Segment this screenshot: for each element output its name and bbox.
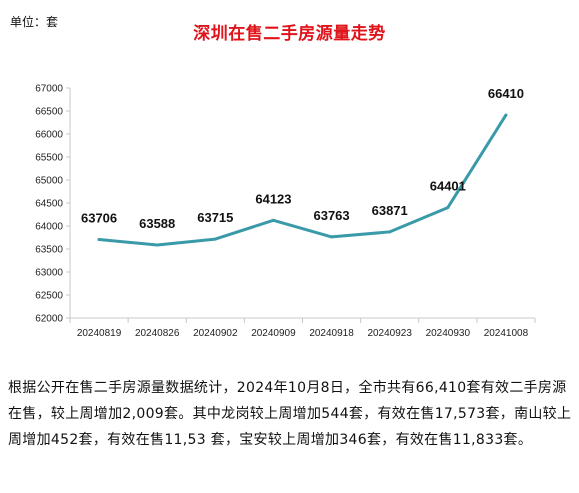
data-point bbox=[155, 243, 159, 247]
x-tick-label: 20240819 bbox=[77, 328, 122, 339]
y-tick-label: 62000 bbox=[35, 314, 63, 325]
y-tick-label: 65000 bbox=[35, 176, 63, 187]
line-chart: 62000 62500 63000 63500 64000 64500 65000 65500… bbox=[35, 84, 536, 339]
x-tick-label: 20240826 bbox=[135, 328, 180, 339]
data-labels: 63706 63588 63715 64123 63763 63871 64401 66410 bbox=[81, 86, 524, 231]
x-tick-label: 20241008 bbox=[484, 328, 529, 339]
x-tick-label: 20240923 bbox=[367, 328, 412, 339]
data-label: 64401 bbox=[430, 179, 466, 194]
data-label: 64123 bbox=[255, 191, 291, 206]
chart-axes bbox=[69, 88, 535, 319]
x-tick-label: 20240918 bbox=[309, 328, 354, 339]
y-tick-label: 63000 bbox=[35, 268, 63, 279]
article-paragraph: 根据公开在售二手房源量数据统计，2024年10月8日，全市共有66,410套有效… bbox=[8, 380, 572, 448]
y-tick-label: 66500 bbox=[35, 107, 63, 118]
data-label: 63706 bbox=[81, 211, 117, 226]
series-line-group bbox=[97, 113, 508, 247]
data-point bbox=[97, 238, 101, 242]
y-axis-ticks: 62000 62500 63000 63500 64000 64500 65000 65500… bbox=[35, 84, 70, 325]
x-tick-label: 20240909 bbox=[251, 328, 296, 339]
data-point bbox=[330, 235, 334, 239]
y-tick-label: 64000 bbox=[35, 222, 63, 233]
y-tick-label: 62500 bbox=[35, 291, 63, 302]
data-point bbox=[388, 230, 392, 234]
y-tick-label: 64500 bbox=[35, 199, 63, 210]
x-tick-label: 20240930 bbox=[426, 328, 471, 339]
data-point bbox=[271, 218, 275, 222]
data-label: 63715 bbox=[197, 210, 233, 225]
series-line bbox=[97, 113, 508, 247]
data-label: 63763 bbox=[313, 208, 349, 223]
data-label: 63871 bbox=[372, 203, 408, 218]
unit-label: 单位：套 bbox=[10, 15, 59, 29]
y-tick-label: 63500 bbox=[35, 245, 63, 256]
data-point bbox=[213, 237, 217, 241]
y-tick-label: 66000 bbox=[35, 130, 63, 141]
data-point bbox=[446, 206, 450, 210]
x-axis-ticks: 20240819 20240826 20240902 20240909 20240918… bbox=[69, 318, 536, 339]
y-tick-label: 65500 bbox=[35, 153, 63, 164]
chart-card: 单位：套 深圳在售二手房源量走势 62000 62500 63000 63500 640… bbox=[10, 15, 536, 339]
data-label: 63588 bbox=[139, 216, 175, 231]
x-tick-label: 20240902 bbox=[193, 328, 238, 339]
chart-title: 深圳在售二手房源量走势 bbox=[193, 24, 386, 44]
data-point bbox=[504, 113, 508, 117]
data-label: 66410 bbox=[488, 86, 524, 101]
y-tick-label: 67000 bbox=[35, 84, 63, 95]
